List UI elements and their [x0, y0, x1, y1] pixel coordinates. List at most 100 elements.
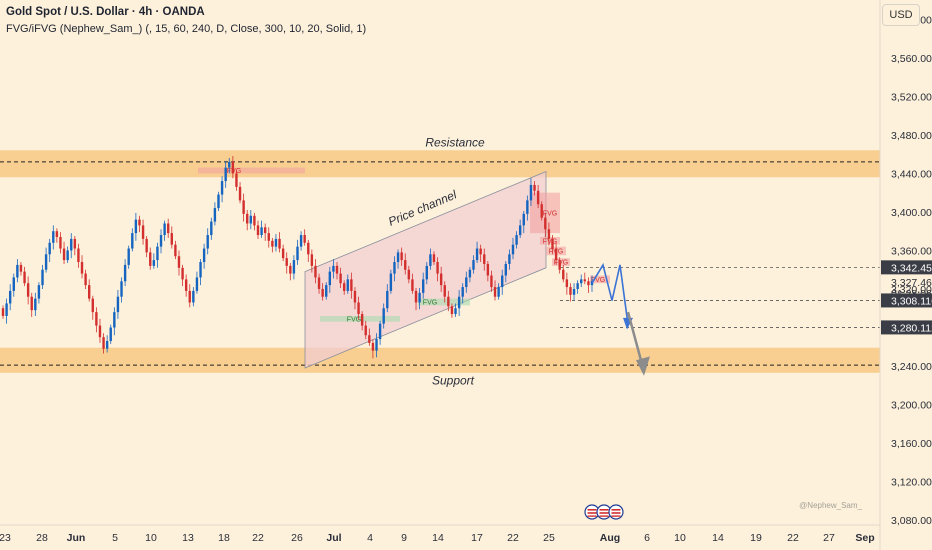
candle-body: [134, 219, 138, 234]
candle-body: [342, 283, 346, 291]
time-tick-label: 10: [674, 532, 686, 544]
candle-body: [547, 229, 551, 239]
candle-body: [414, 290, 418, 303]
candle-body: [34, 298, 37, 311]
fvg-label: FVG: [543, 238, 557, 245]
time-tick-label: 9: [401, 532, 407, 544]
candle-body: [37, 285, 41, 299]
candle-body: [16, 264, 19, 278]
candle-body: [569, 287, 572, 295]
candle-body: [529, 184, 533, 201]
candle-body: [170, 233, 173, 245]
candle-body: [199, 262, 202, 278]
candle-body: [332, 265, 335, 272]
candle-body: [202, 248, 206, 263]
candle-body: [375, 339, 378, 351]
candle-body: [389, 273, 393, 291]
price-label: 3,308.116: [891, 295, 932, 307]
candle-body: [518, 225, 522, 236]
price-label-box: [881, 260, 932, 275]
time-tick-label: 27: [823, 532, 835, 544]
candle-body: [235, 173, 238, 187]
candle-body: [238, 186, 242, 201]
time-tick-label: 6: [644, 532, 650, 544]
candle-body: [73, 238, 77, 249]
candle-body: [256, 225, 260, 236]
time-tick-label: Aug: [600, 532, 620, 544]
candle-body: [174, 244, 177, 257]
levels-layer: [0, 161, 880, 366]
candle-body: [540, 204, 543, 218]
us-flag-icon[interactable]: [584, 504, 600, 520]
candle-body: [105, 341, 109, 349]
time-tick-label: 23: [0, 532, 11, 544]
candle-body: [522, 213, 525, 226]
candle-body: [587, 281, 590, 286]
economic-events[interactable]: [584, 504, 624, 520]
fvg-box: [418, 298, 470, 306]
us-flag-icon[interactable]: [608, 504, 624, 520]
candle-body: [224, 167, 227, 182]
flag-stripe: [611, 509, 621, 511]
candle-body: [299, 235, 303, 247]
candle-body: [360, 314, 364, 326]
candle-body: [242, 200, 245, 214]
candle-body: [195, 277, 199, 291]
candle-body: [382, 308, 385, 324]
target-arrow: [626, 311, 644, 365]
time-axis[interactable]: 23 28 Jun 5 10 13 18 22 26 Jul 4 9 14 17 22 25 Aug 6 10 14 1…: [0, 524, 880, 544]
time-tick-label: 28: [36, 532, 48, 544]
candle-body: [439, 273, 443, 286]
candle-body: [141, 225, 145, 239]
candle-body: [213, 208, 217, 222]
time-tick-label: 5: [112, 532, 118, 544]
candle-body: [468, 269, 472, 278]
candle-body: [217, 194, 220, 209]
price-axis[interactable]: 3,600.0003,560.0003,520.0003,480.0003,44…: [879, 0, 932, 550]
candle-body: [184, 279, 188, 291]
candle-body: [407, 269, 411, 280]
candle-body: [353, 290, 357, 303]
candle-body: [289, 265, 292, 274]
candle-body: [116, 296, 120, 313]
candles-layer[interactable]: [1, 156, 594, 359]
candle-body: [536, 190, 540, 205]
candle-body: [393, 262, 396, 274]
indicator-legend[interactable]: FVG/iFVG (Nephew_Sam_) (, 15, 60, 240, D…: [6, 23, 367, 35]
candle-body: [246, 213, 249, 224]
candle-body: [321, 288, 324, 297]
candle-body: [123, 264, 127, 282]
fvg-box: [590, 275, 610, 284]
fvg-label: FVG: [423, 299, 437, 306]
us-flag-icon[interactable]: [596, 504, 612, 520]
candle-body: [317, 277, 321, 289]
price-tick-label: 3,360.000: [891, 245, 932, 257]
candle-body: [404, 260, 407, 270]
candle-body: [418, 292, 421, 303]
candle-body: [220, 181, 224, 195]
fvg-box: [552, 258, 570, 266]
candle-body: [400, 252, 403, 261]
candle-body: [267, 233, 270, 241]
time-tick-label: 25: [543, 532, 555, 544]
candle-body: [368, 335, 371, 343]
flag-stripe: [587, 515, 597, 517]
candle-body: [177, 256, 181, 268]
candle-body: [432, 254, 436, 263]
currency-button[interactable]: USD: [882, 4, 920, 26]
candle-body: [454, 308, 457, 315]
candle-body: [149, 252, 152, 266]
price-tick-label: 3,160.000: [891, 438, 932, 450]
time-tick-label: 10: [145, 532, 157, 544]
candle-body: [303, 235, 306, 243]
candle-body: [274, 238, 278, 247]
fvg-box: [320, 315, 400, 322]
candle-body: [422, 279, 425, 293]
time-tick-label: 22: [507, 532, 519, 544]
candle-body: [436, 262, 439, 274]
candle-body: [120, 281, 123, 297]
candle-body: [102, 337, 105, 349]
projection-layer: [591, 262, 650, 376]
time-tick-label: 4: [367, 532, 373, 544]
